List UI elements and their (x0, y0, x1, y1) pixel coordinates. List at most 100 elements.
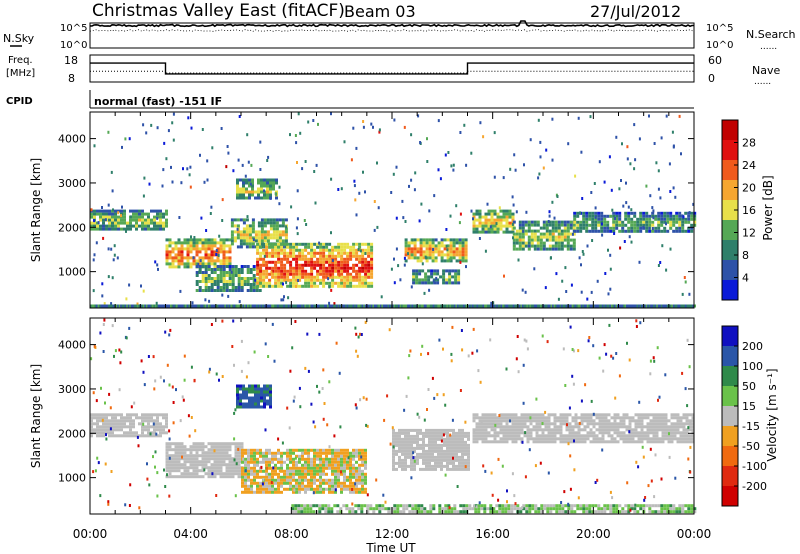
power-cell (678, 214, 682, 218)
velocity-cell (528, 504, 532, 508)
velocity-cell (652, 416, 656, 420)
power-cell (325, 272, 329, 276)
power-speckle (380, 295, 383, 299)
velocity-cell (331, 466, 334, 470)
velocity-cell (467, 467, 470, 471)
power-baseline-cell (653, 304, 656, 308)
power-cell (496, 224, 500, 228)
velocity-cell (598, 437, 602, 441)
power-cell (499, 218, 503, 222)
velocity-cell (434, 440, 437, 444)
velocity-cell (250, 469, 253, 473)
velocity-cell (239, 393, 242, 397)
velocity-cell (292, 457, 295, 461)
power-cell (364, 260, 368, 264)
velocity-cell (556, 437, 560, 441)
velocity-cell (280, 457, 283, 461)
velocity-cell (529, 437, 533, 441)
power-baseline-cell (173, 304, 176, 308)
velocity-cell (237, 475, 241, 479)
power-cell (275, 178, 278, 182)
velocity-cell (364, 478, 367, 482)
power-cell (521, 220, 525, 224)
velocity-cell (452, 446, 455, 450)
velocity-cell (535, 425, 539, 429)
power-baseline-cell (370, 304, 373, 308)
power-cell (260, 233, 264, 237)
power-baseline-cell (345, 304, 348, 308)
velocity-cell (325, 466, 328, 470)
power-baseline-cell (209, 304, 212, 308)
power-cell (266, 193, 269, 197)
velocity-cell (465, 510, 469, 514)
power-baseline-cell (278, 304, 281, 308)
power-cell (419, 241, 423, 245)
power-cell (407, 241, 411, 245)
power-speckle (614, 217, 616, 220)
velocity-cell (331, 460, 334, 464)
power-cell (266, 178, 269, 182)
power-baseline-cell (647, 304, 650, 308)
velocity-cell (159, 428, 162, 432)
power-speckle (598, 160, 601, 164)
power-cell (277, 275, 281, 279)
power-cell (569, 223, 573, 227)
velocity-cell (256, 484, 259, 488)
power-cell (213, 280, 217, 283)
power-cell (545, 226, 549, 230)
power-cell (222, 256, 226, 260)
velocity-cell (192, 442, 196, 446)
power-cell (364, 266, 368, 270)
power-cell (292, 245, 296, 249)
power-cell (572, 226, 576, 230)
velocity-cell (413, 434, 416, 438)
power-cell (340, 257, 344, 261)
power-speckle (290, 205, 293, 209)
velocity-cell (198, 442, 202, 446)
power-cell (262, 275, 266, 279)
power-cell (591, 223, 595, 227)
power-cell (245, 196, 248, 200)
power-cell (539, 226, 543, 230)
velocity-cell (667, 434, 671, 438)
velocity-cell (207, 469, 211, 473)
velocity-cell (242, 402, 245, 406)
power-speckle (515, 210, 518, 214)
velocity-cell (198, 475, 202, 479)
power-baseline-cell (582, 304, 585, 308)
power-cell (198, 286, 202, 289)
velocity-cell (253, 475, 256, 479)
velocity-cell (192, 463, 196, 467)
power-cell (606, 223, 610, 227)
power-cell (591, 226, 595, 230)
power-cell (448, 269, 452, 273)
power-cell (322, 272, 326, 276)
velocity-cell (520, 416, 524, 420)
power-cell (349, 248, 353, 252)
power-baseline-cell (148, 304, 151, 308)
power-cell (493, 221, 497, 225)
power-cell (434, 250, 438, 254)
velocity-cell (502, 416, 506, 420)
power-cell (633, 214, 637, 218)
power-speckle (163, 141, 166, 145)
power-speckle (327, 277, 330, 281)
power-baseline-cell (476, 304, 479, 308)
power-speckle (204, 298, 207, 302)
velocity-cell (475, 413, 479, 417)
velocity-cell (616, 440, 620, 444)
power-cell (449, 256, 453, 260)
power-cell (304, 257, 308, 261)
velocity-cell (207, 448, 211, 452)
velocity-cell (517, 434, 521, 438)
velocity-cell (541, 434, 545, 438)
velocity-cell (99, 419, 102, 423)
power-baseline-cell (609, 304, 612, 308)
velocity-cell (313, 454, 316, 458)
velocity-cell (277, 484, 280, 488)
velocity-cell (245, 396, 248, 400)
power-cell (355, 269, 359, 273)
velocity-cell (289, 475, 292, 479)
power-cell (493, 218, 497, 222)
power-baseline-cell (230, 304, 233, 308)
